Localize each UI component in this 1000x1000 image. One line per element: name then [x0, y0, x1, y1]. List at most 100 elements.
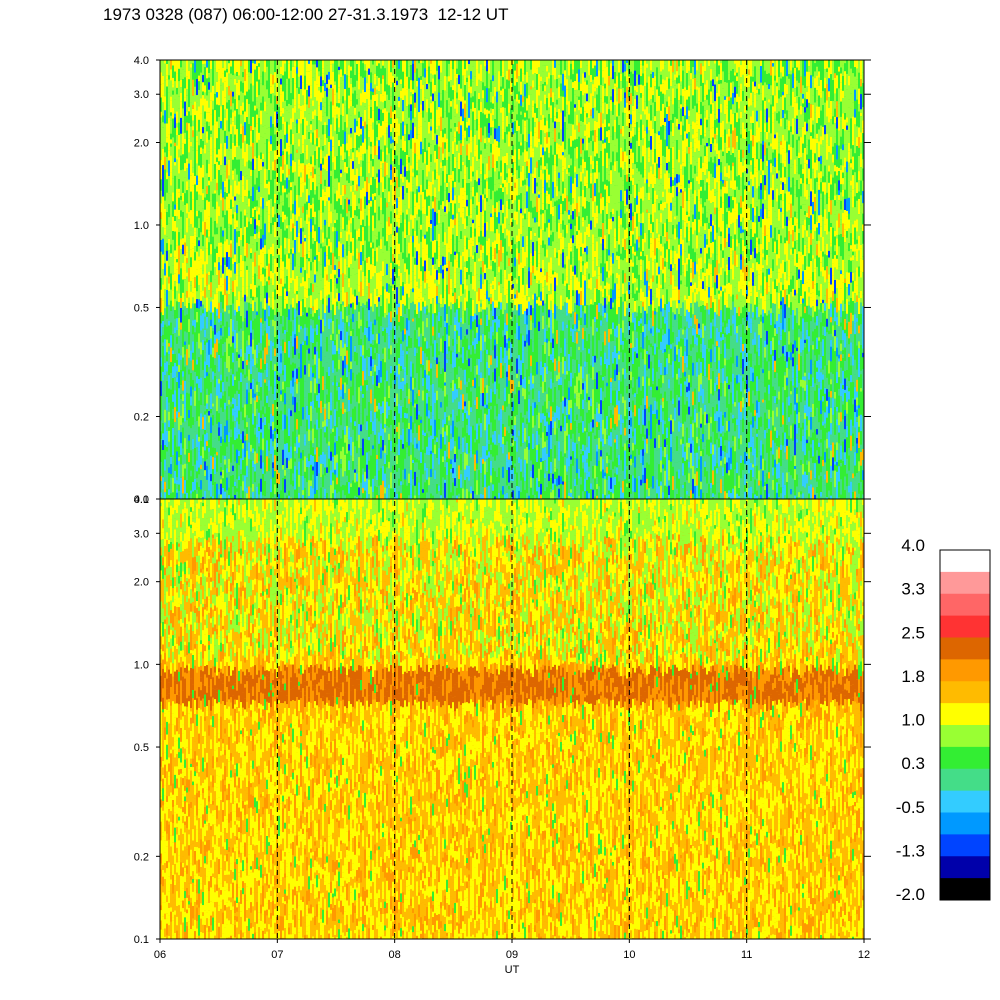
upper-cell [304, 234, 306, 239]
upper-cell [378, 195, 380, 207]
upper-cell [228, 73, 230, 87]
upper-cell [200, 413, 202, 430]
upper-cell [218, 105, 220, 117]
upper-cell [202, 290, 204, 297]
upper-cell [222, 73, 224, 83]
upper-cell [174, 216, 176, 221]
upper-cell [318, 447, 320, 457]
upper-cell [298, 222, 300, 229]
upper-cell [252, 236, 254, 245]
upper-cell [292, 99, 294, 109]
upper-cell [328, 458, 330, 473]
upper-cell [292, 247, 294, 254]
upper-cell [268, 429, 270, 444]
upper-cell [178, 328, 180, 336]
upper-cell [322, 86, 324, 98]
upper-cell [362, 77, 364, 83]
upper-cell [276, 230, 278, 247]
upper-cell [210, 326, 212, 339]
upper-cell [240, 270, 242, 277]
upper-cell [266, 346, 268, 355]
upper-cell [334, 455, 336, 470]
upper-cell [374, 116, 376, 130]
upper-cell [220, 239, 222, 243]
upper-cell [296, 183, 298, 195]
upper-cell [184, 341, 186, 345]
upper-cell [336, 149, 338, 157]
upper-cell [338, 301, 340, 310]
upper-cell [172, 231, 174, 240]
upper-cell [290, 254, 292, 264]
upper-cell [160, 289, 162, 299]
upper-cell [300, 75, 302, 90]
upper-cell [334, 396, 336, 410]
upper-cell [252, 130, 254, 143]
upper-cell [188, 434, 190, 441]
upper-cell [298, 367, 300, 382]
upper-cell [336, 411, 338, 416]
upper-cell [318, 210, 320, 228]
upper-cell [298, 119, 300, 134]
upper-cell [310, 121, 312, 125]
upper-cell [334, 278, 336, 286]
upper-cell [378, 120, 380, 124]
upper-cell [278, 192, 280, 198]
upper-cell [266, 169, 268, 180]
upper-cell [208, 367, 210, 374]
upper-cell [188, 462, 190, 473]
upper-cell [356, 321, 358, 337]
upper-cell [326, 451, 328, 468]
upper-cell [278, 152, 280, 157]
upper-cell [212, 291, 214, 300]
upper-cell [282, 414, 284, 431]
upper-cell [190, 360, 192, 374]
upper-cell [316, 429, 318, 438]
upper-cell [192, 147, 194, 151]
upper-cell [356, 248, 358, 253]
upper-cell [200, 497, 202, 499]
upper-cell [216, 161, 218, 170]
upper-cell [188, 495, 190, 499]
upper-cell [378, 301, 380, 317]
upper-cell [218, 330, 220, 341]
upper-cell [282, 136, 284, 152]
upper-cell [350, 167, 352, 181]
upper-cell [224, 199, 226, 216]
upper-cell [290, 283, 292, 289]
upper-cell [266, 60, 268, 67]
upper-cell [212, 436, 214, 440]
upper-cell [354, 215, 356, 230]
upper-cell [258, 461, 260, 476]
upper-cell [370, 197, 372, 201]
upper-cell [192, 466, 194, 482]
upper-cell [366, 205, 368, 216]
upper-cell [284, 365, 286, 382]
upper-cell [302, 227, 304, 232]
upper-cell [200, 315, 202, 331]
upper-cell [222, 488, 224, 499]
upper-cell [214, 209, 216, 221]
upper-cell [272, 108, 274, 125]
upper-cell [344, 74, 346, 89]
upper-cell [204, 67, 206, 82]
upper-cell [314, 97, 316, 110]
upper-cell [318, 315, 320, 320]
upper-cell [290, 380, 292, 394]
upper-cell [256, 479, 258, 487]
upper-cell [274, 455, 276, 471]
upper-cell [218, 422, 220, 428]
upper-cell [172, 118, 174, 132]
upper-cell [356, 497, 358, 499]
upper-cell [290, 60, 292, 71]
upper-cell [314, 174, 316, 191]
upper-cell [212, 312, 214, 328]
upper-cell [272, 273, 274, 286]
upper-cell [206, 311, 208, 317]
upper-cell [248, 60, 250, 73]
upper-cell [160, 420, 162, 432]
upper-cell [370, 330, 372, 344]
upper-cell [248, 243, 250, 257]
upper-cell [326, 305, 328, 321]
upper-cell [328, 186, 330, 198]
upper-cell [308, 429, 310, 441]
